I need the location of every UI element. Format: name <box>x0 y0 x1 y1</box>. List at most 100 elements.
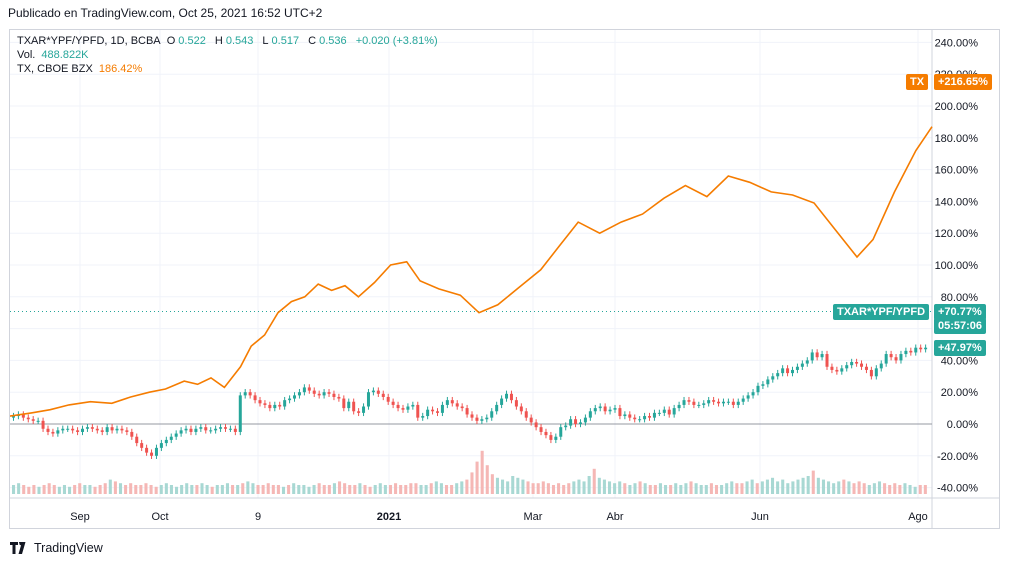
candle-body <box>110 427 114 431</box>
tx-series-line[interactable] <box>10 126 933 417</box>
volume-bar <box>434 481 438 494</box>
volume-bar <box>327 485 331 494</box>
volume-bar <box>394 483 398 494</box>
candle-body <box>578 422 582 424</box>
volume-bar <box>633 483 637 494</box>
volume-bar <box>877 481 882 494</box>
volume-bar <box>740 483 744 494</box>
volume-bar <box>348 485 352 494</box>
volume-bar <box>796 479 800 494</box>
legend-volume-row: Vol. 488.822K <box>17 48 441 62</box>
volume-bar <box>653 485 657 494</box>
candle-body <box>105 427 109 432</box>
candle-body <box>263 403 267 405</box>
volume-bar <box>287 485 291 494</box>
volume-bar <box>332 483 336 494</box>
volume-bar <box>664 485 668 494</box>
candle-body <box>223 427 227 429</box>
candle-body <box>31 419 35 421</box>
candle-body <box>776 373 780 377</box>
volume-label[interactable]: Vol. <box>17 49 36 61</box>
candle-body <box>613 408 617 410</box>
candle-body <box>751 392 755 396</box>
y-tick-label: 240.00% <box>935 37 979 49</box>
volume-bar <box>27 486 31 494</box>
candle-body <box>741 398 745 402</box>
tx-name-tag: TX <box>906 74 929 90</box>
volume-bar <box>816 477 820 494</box>
chart-frame[interactable]: 240.00%220.00%200.00%180.00%160.00%140.0… <box>9 29 1000 529</box>
candle-body <box>721 401 725 404</box>
volume-bar <box>190 485 194 494</box>
candle-body <box>426 409 430 417</box>
volume-bar <box>236 485 240 494</box>
y-tick-label: 40.00% <box>941 355 979 367</box>
volume-bar <box>419 485 423 494</box>
volume-bar <box>709 483 713 494</box>
volume-bar <box>465 479 469 494</box>
volume-bar <box>674 483 678 494</box>
candle-body <box>534 422 538 428</box>
volume-bar <box>862 483 866 494</box>
x-tick-label: Abr <box>606 511 623 523</box>
candle-body <box>879 363 883 369</box>
volume-bar <box>169 485 173 494</box>
volume-bar <box>297 485 301 494</box>
volume-bar <box>562 485 566 494</box>
volume-bar <box>765 479 769 494</box>
candle-body <box>549 435 553 440</box>
volume-bar <box>17 483 21 494</box>
tradingview-footer[interactable]: TradingView <box>10 541 103 555</box>
candle-body <box>588 411 592 418</box>
volume-bar <box>730 481 734 494</box>
candle-body <box>519 406 523 412</box>
candle-body <box>342 398 346 409</box>
candle-body <box>781 368 785 374</box>
volume-bar <box>913 486 917 494</box>
y-tick-label: 100.00% <box>935 260 979 272</box>
volume-bar <box>358 483 362 494</box>
volume-bar <box>429 483 433 494</box>
legend-symbol[interactable]: TXAR*YPF/YPFD, 1D, BCBA <box>17 35 161 47</box>
volume-bar <box>98 485 102 494</box>
volume-bar <box>220 485 224 494</box>
volume-bar <box>720 485 724 494</box>
candle-body <box>386 396 390 402</box>
candle-body <box>26 417 30 420</box>
volume-bar <box>597 477 601 494</box>
volume-bar <box>322 485 326 494</box>
candle-body <box>539 427 543 432</box>
volume-bar <box>200 483 204 494</box>
volume-bar <box>857 481 861 494</box>
y-tick-label: 20.00% <box>941 387 979 399</box>
volume-bar <box>704 485 708 494</box>
high-label: H <box>214 35 223 47</box>
candle-body <box>667 409 671 415</box>
main-value-tag: +70.77% <box>934 304 986 320</box>
volume-bar <box>302 485 306 494</box>
y-tick-label: 160.00% <box>935 165 979 177</box>
volume-bar <box>195 485 199 494</box>
volume-bar <box>577 479 581 494</box>
volume-bar <box>307 486 311 494</box>
candle-body <box>682 400 686 405</box>
candle-body <box>805 360 809 364</box>
candle-body <box>406 406 410 410</box>
candle-body <box>159 443 163 448</box>
compare-symbol[interactable]: TX, CBOE BZX <box>17 63 93 75</box>
chart-canvas[interactable]: 240.00%220.00%200.00%180.00%160.00%140.0… <box>10 30 999 528</box>
volume-bar <box>159 485 163 494</box>
volume-bar <box>689 481 693 494</box>
candle-body <box>790 369 794 374</box>
volume-bar <box>185 483 189 494</box>
volume-bar <box>506 481 510 494</box>
candle-body <box>840 368 844 372</box>
candle-body <box>199 427 203 429</box>
volume-bar <box>679 485 683 494</box>
x-tick-label: Jun <box>751 511 769 523</box>
legend-compare-row: TX, CBOE BZX 186.42% <box>17 62 441 76</box>
candle-body <box>71 428 75 431</box>
x-tick-label: 9 <box>255 511 261 523</box>
candle-body <box>189 428 193 432</box>
